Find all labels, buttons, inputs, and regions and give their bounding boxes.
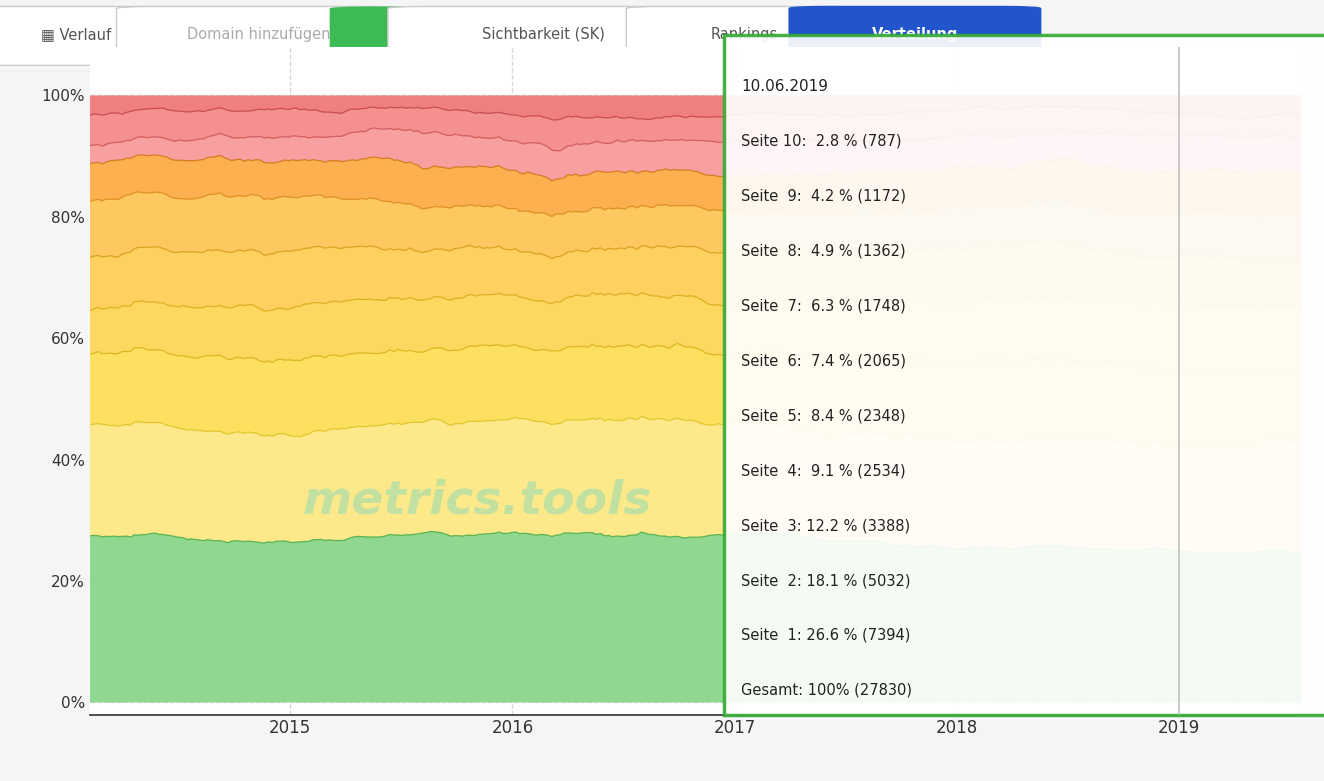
FancyBboxPatch shape	[117, 6, 401, 66]
Text: Verteilung: Verteilung	[871, 27, 959, 42]
Text: Seite  6:  7.4 % (2065): Seite 6: 7.4 % (2065)	[741, 353, 907, 369]
Text: Gesamt: 100% (27830): Gesamt: 100% (27830)	[741, 683, 912, 698]
Text: Seite  4:  9.1 % (2534): Seite 4: 9.1 % (2534)	[741, 463, 906, 478]
Text: Seite  1: 26.6 % (7394): Seite 1: 26.6 % (7394)	[741, 628, 911, 643]
FancyBboxPatch shape	[330, 6, 459, 66]
Text: Seite  7:  6.3 % (1748): Seite 7: 6.3 % (1748)	[741, 298, 906, 313]
FancyBboxPatch shape	[0, 6, 185, 66]
Text: Domain hinzufügen: Domain hinzufügen	[187, 27, 331, 42]
Text: 10.06.2019: 10.06.2019	[741, 79, 829, 94]
Text: Seite  5:  8.4 % (2348): Seite 5: 8.4 % (2348)	[741, 408, 906, 423]
Text: Rankings: Rankings	[711, 27, 777, 42]
Text: Seite  9:  4.2 % (1172): Seite 9: 4.2 % (1172)	[741, 189, 907, 204]
Text: Seite 10:  2.8 % (787): Seite 10: 2.8 % (787)	[741, 134, 902, 148]
Bar	[723, 34, 1324, 715]
FancyBboxPatch shape	[789, 6, 1041, 66]
Text: Seite  2: 18.1 % (5032): Seite 2: 18.1 % (5032)	[741, 573, 911, 588]
FancyBboxPatch shape	[626, 6, 862, 66]
Text: Seite  8:  4.9 % (1362): Seite 8: 4.9 % (1362)	[741, 244, 906, 259]
Text: Seite  3: 12.2 % (3388): Seite 3: 12.2 % (3388)	[741, 518, 911, 533]
Text: Sichtbarkeit (SK): Sichtbarkeit (SK)	[482, 27, 605, 42]
FancyBboxPatch shape	[388, 6, 699, 66]
Text: metrics.tools: metrics.tools	[303, 479, 653, 523]
Text: ▦ Verlauf: ▦ Verlauf	[41, 27, 111, 42]
Text: +: +	[388, 27, 401, 42]
